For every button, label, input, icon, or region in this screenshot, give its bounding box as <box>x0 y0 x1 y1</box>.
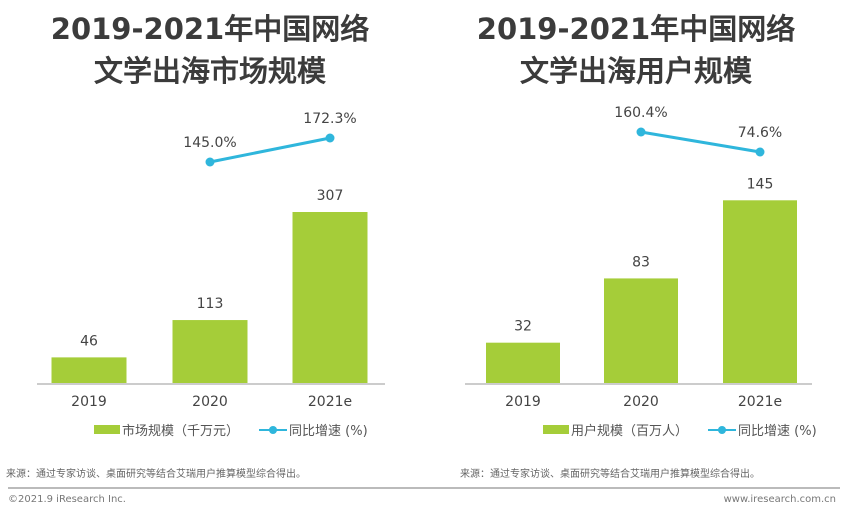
legend-market: 市场规模（千万元） 同比增速 (%) <box>94 420 368 439</box>
chart-title-users: 2019-2021年中国网络 文学出海用户规模 <box>436 8 836 92</box>
growth-point <box>325 133 335 143</box>
growth-point <box>636 127 646 137</box>
title-line-2: 文学出海市场规模 <box>93 54 326 88</box>
bar <box>723 200 797 383</box>
bar <box>292 212 368 383</box>
chart-title-market: 2019-2021年中国网络 文学出海市场规模 <box>10 8 410 92</box>
bar <box>51 357 127 383</box>
category-tick-label: 2019 <box>505 394 541 410</box>
bar <box>486 342 560 383</box>
growth-line <box>209 136 331 164</box>
growth-value-label: 145.0% <box>183 135 236 151</box>
legend-bar-swatch <box>94 425 120 434</box>
legend-users: 用户规模（百万人） 同比增速 (%) <box>543 420 817 439</box>
bar <box>172 320 248 383</box>
growth-line <box>640 130 761 154</box>
source-note-market: 来源：通过专家访谈、桌面研究等结合艾瑞用户推算模型综合得出。 <box>6 469 306 480</box>
bar-value-label: 145 <box>747 176 774 192</box>
growth-value-label: 160.4% <box>614 105 667 121</box>
category-tick-label: 2020 <box>192 394 228 410</box>
bar-value-label: 113 <box>197 296 224 312</box>
bar <box>604 278 678 383</box>
legend-line-label: 同比增速 (%) <box>738 424 817 439</box>
legend-line-label: 同比增速 (%) <box>289 424 368 439</box>
copyright: ©2021.9 iResearch Inc. <box>8 494 126 505</box>
category-tick-label: 2019 <box>71 394 107 410</box>
category-tick-label: 2021e <box>738 394 782 410</box>
category-tick-label: 2020 <box>623 394 659 410</box>
category-tick-label: 2021e <box>308 394 352 410</box>
growth-point <box>755 147 765 157</box>
title-line-1: 2019-2021年中国网络 <box>476 12 796 46</box>
legend-bar-label: 用户规模（百万人） <box>571 424 689 439</box>
bar-value-label: 307 <box>317 188 344 204</box>
legend-line-swatch <box>708 424 737 436</box>
website-link[interactable]: www.iresearch.com.cn <box>723 494 836 505</box>
title-line-2: 文学出海用户规模 <box>519 54 752 88</box>
bar-value-label: 83 <box>632 254 650 270</box>
footer-divider <box>8 487 840 489</box>
growth-point <box>205 157 215 167</box>
bar-value-label: 32 <box>514 319 532 335</box>
source-note-users: 来源：通过专家访谈、桌面研究等结合艾瑞用户推算模型综合得出。 <box>460 469 760 480</box>
legend-bar-swatch <box>543 425 569 434</box>
title-line-1: 2019-2021年中国网络 <box>50 12 370 46</box>
growth-value-label: 74.6% <box>738 125 782 141</box>
legend-bar-label: 市场规模（千万元） <box>122 424 240 439</box>
growth-value-label: 172.3% <box>303 111 356 127</box>
legend-line-swatch <box>259 424 288 436</box>
bar-value-label: 46 <box>80 333 98 349</box>
